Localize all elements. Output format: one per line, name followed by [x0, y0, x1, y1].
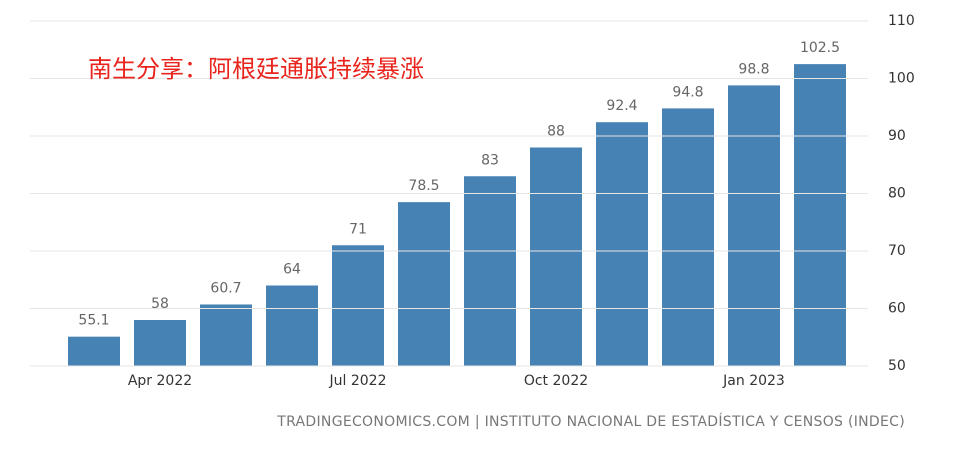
value-label: 58 — [151, 296, 169, 312]
bar — [200, 304, 252, 366]
value-label: 94.8 — [672, 84, 703, 100]
bar — [662, 108, 714, 367]
value-label: 98.8 — [738, 61, 769, 77]
bar — [332, 245, 384, 366]
bar — [596, 122, 648, 366]
value-label: 60.7 — [210, 280, 241, 296]
value-label: 88 — [547, 124, 565, 140]
y-tick-label: 110 — [888, 13, 915, 29]
chart-title: 南生分享：阿根廷通胀持续暴涨 — [88, 55, 424, 83]
bar — [398, 202, 450, 366]
bar — [728, 85, 780, 367]
source-note: TRADINGECONOMICS.COM | INSTITUTO NACIONA… — [276, 413, 905, 430]
y-tick-label: 100 — [888, 71, 915, 87]
value-label: 83 — [481, 152, 499, 168]
bar — [134, 320, 186, 366]
bar — [794, 64, 846, 366]
value-label: 92.4 — [606, 98, 637, 114]
x-tick-label: Jan 2023 — [722, 373, 785, 389]
y-tick-label: 80 — [888, 186, 906, 202]
bar — [464, 176, 516, 366]
y-tick-label: 70 — [888, 243, 906, 259]
value-label: 78.5 — [408, 178, 439, 194]
bar — [266, 285, 318, 366]
y-tick-label: 60 — [888, 301, 906, 317]
bar — [68, 336, 120, 366]
x-tick-label: Apr 2022 — [128, 373, 192, 389]
value-label: 102.5 — [800, 40, 840, 56]
x-tick-label: Oct 2022 — [524, 373, 588, 389]
y-tick-label: 90 — [888, 128, 906, 144]
value-label: 64 — [283, 262, 301, 278]
x-tick-label: Jul 2022 — [329, 373, 387, 389]
value-label: 71 — [349, 221, 367, 237]
value-label: 55.1 — [78, 313, 109, 329]
y-tick-label: 50 — [888, 358, 906, 374]
bar — [530, 147, 582, 366]
